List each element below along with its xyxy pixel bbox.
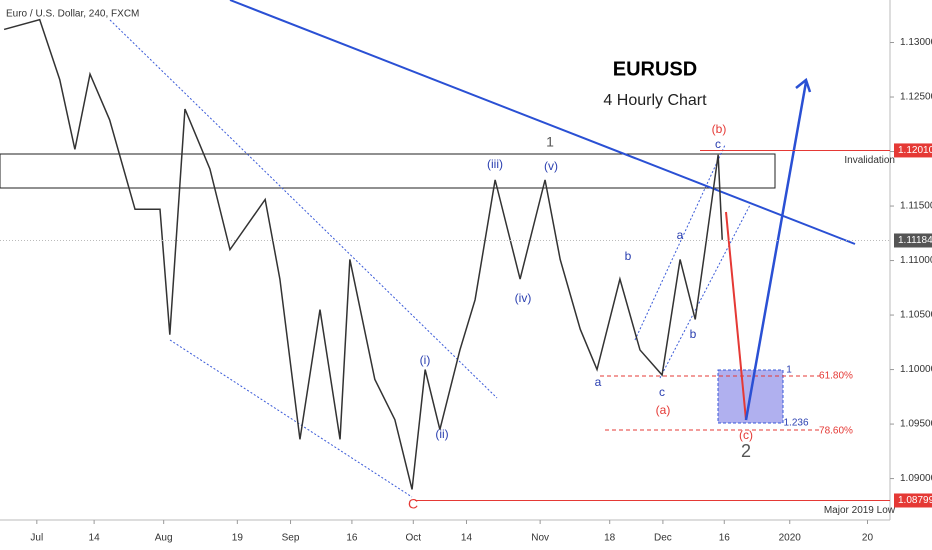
price-tag — [894, 493, 932, 508]
x-tick-label: 14 — [89, 533, 101, 544]
y-tick-label: 1.11000 — [900, 255, 932, 266]
x-tick-label: Aug — [155, 533, 173, 544]
wave-label: (a) — [656, 403, 671, 417]
x-tick-label: 16 — [346, 533, 358, 544]
x-tick-label: 20 — [862, 533, 874, 544]
x-tick-label: Nov — [531, 533, 549, 544]
channel-line — [659, 204, 751, 379]
y-tick-label: 1.11500 — [900, 201, 932, 212]
wave-label: b — [625, 249, 632, 263]
price-tag — [894, 143, 932, 158]
y-tick-label: 1.13000 — [900, 37, 932, 48]
wave-label: (ii) — [435, 427, 448, 441]
price-line — [3, 18, 723, 490]
projection-down — [725, 211, 747, 421]
chart-title: EURUSD — [613, 58, 697, 80]
x-tick-label: 18 — [604, 533, 616, 544]
wave-label: a — [595, 375, 602, 389]
wave-label: b — [690, 327, 697, 341]
arrow-head — [795, 77, 812, 93]
fib-label: 1 — [786, 365, 792, 376]
y-tick-label: 1.09000 — [900, 473, 932, 484]
x-tick-label: Jul — [30, 533, 43, 544]
level-label: Invalidation — [844, 155, 895, 166]
y-tick-label: 1.10000 — [900, 364, 932, 375]
wave-label: (c) — [739, 428, 753, 442]
resistance-box — [0, 153, 776, 189]
wave-label: C — [408, 496, 418, 512]
y-tick-label: 1.10500 — [900, 310, 932, 321]
channel-line — [169, 339, 413, 498]
price-tag-label: 1.08799 — [898, 495, 932, 506]
x-tick-label: Dec — [654, 533, 672, 544]
wave-label: c — [659, 385, 665, 399]
fib-label: 1.236 — [783, 418, 808, 429]
y-tick-label: 1.12500 — [900, 92, 932, 103]
price-tag-label: 1.11184 — [898, 235, 932, 246]
wave-label: a — [677, 228, 684, 242]
level-label: Major 2019 Low — [824, 505, 896, 516]
x-tick-label: 16 — [719, 533, 731, 544]
wave-label: (i) — [420, 353, 431, 367]
x-tick-label: Sep — [282, 533, 300, 544]
wave-label: 1 — [546, 134, 554, 150]
x-tick-label: 19 — [232, 533, 244, 544]
fib-label: 61.80% — [819, 371, 853, 382]
wave-label: (v) — [544, 159, 558, 173]
price-tag — [894, 233, 932, 248]
fib-label: 78.60% — [819, 426, 853, 437]
x-tick-label: 14 — [461, 533, 473, 544]
projection-up — [744, 81, 808, 421]
x-tick-label: Oct — [406, 533, 422, 544]
wave-label: (iii) — [487, 157, 503, 171]
chart-subtitle: 4 Hourly Chart — [603, 92, 707, 109]
symbol-header: Euro / U.S. Dollar, 240, FXCM — [6, 9, 139, 20]
trendline — [229, 0, 856, 245]
y-tick-label: 1.09500 — [900, 419, 932, 430]
wave-label: c — [715, 137, 721, 151]
x-tick-label: 2020 — [779, 533, 802, 544]
wave-label: (iv) — [515, 291, 532, 305]
price-tag-label: 1.12010 — [898, 145, 932, 156]
wave-label: 2 — [741, 441, 751, 461]
wave-label: (b) — [712, 122, 727, 136]
